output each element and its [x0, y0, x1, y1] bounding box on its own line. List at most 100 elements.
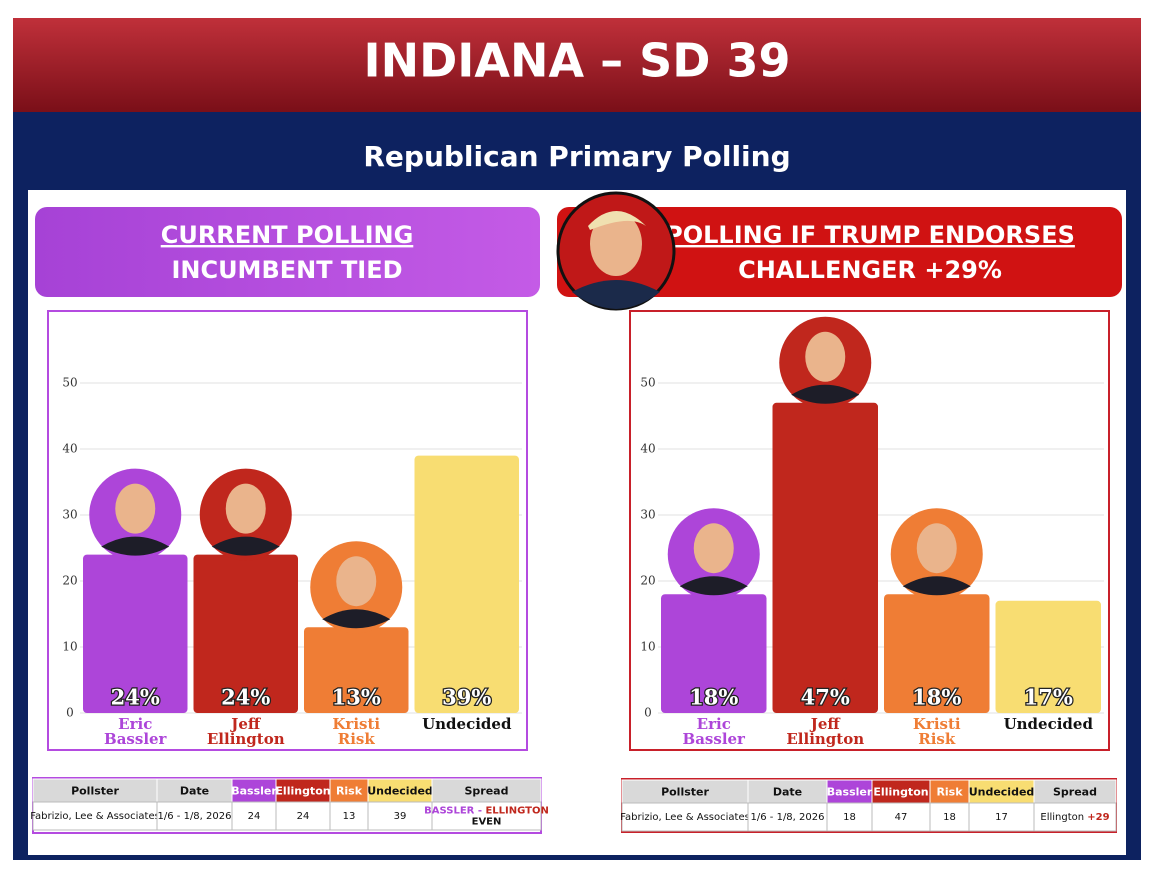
cell	[329, 801, 369, 831]
cell-text: 39	[394, 811, 407, 822]
portrait	[199, 468, 292, 561]
y-tick-label: 20	[640, 574, 655, 588]
panel-subtitle: CHALLENGER +29%	[738, 256, 1002, 284]
bar	[304, 627, 409, 713]
column-header: Date	[773, 786, 802, 799]
cell	[929, 802, 970, 832]
bar	[772, 402, 878, 713]
value-label: 13%	[332, 685, 381, 710]
x-tick-label: Kristi Risk	[332, 715, 381, 748]
column-header: Undecided	[969, 786, 1035, 799]
portrait-suit	[902, 576, 971, 596]
column-header: Pollster	[661, 786, 709, 799]
cell-text: 47	[895, 812, 908, 823]
column-header: Ellington	[873, 786, 928, 799]
portrait-face	[693, 523, 734, 574]
value-label: 17%	[1024, 685, 1073, 710]
x-tick-label: Undecided	[1003, 715, 1093, 733]
panel-heading	[35, 207, 540, 297]
portrait-face	[805, 331, 846, 382]
bar	[884, 594, 990, 713]
panel-title: CURRENT POLLING	[161, 221, 414, 249]
y-tick-label: 0	[644, 706, 652, 720]
y-tick-label: 20	[62, 574, 77, 588]
cell	[968, 802, 1035, 832]
cell-text: 13	[343, 811, 356, 822]
panel-title: POLLING IF TRUMP ENDORSES	[665, 221, 1075, 249]
column-header: Bassler	[231, 785, 277, 798]
portrait	[310, 541, 403, 634]
portrait-face	[225, 483, 266, 534]
cell-text: 18	[843, 812, 856, 823]
column-header: Bassler	[827, 786, 873, 799]
cell	[747, 802, 828, 832]
chart-frame	[47, 310, 528, 751]
portrait-face	[916, 523, 957, 574]
cell	[32, 801, 158, 831]
column-header: Date	[180, 785, 209, 798]
cell-text: Fabrizio, Lee & Associates	[30, 811, 160, 822]
spread: Ellington +29	[1040, 812, 1109, 823]
y-tick-label: 30	[62, 508, 77, 522]
cell-text: Fabrizio, Lee & Associates	[620, 812, 750, 823]
page-subtitle: Republican Primary Polling	[363, 140, 790, 173]
column-header: Risk	[336, 785, 363, 798]
column-header: Spread	[1053, 786, 1097, 799]
cell	[621, 802, 749, 832]
x-tick-label: Eric Bassler	[682, 715, 745, 748]
cell	[231, 801, 277, 831]
portrait-suit	[101, 536, 170, 556]
portrait-face	[115, 483, 156, 534]
value-label: 39%	[442, 685, 491, 710]
portrait	[779, 316, 872, 409]
bar	[83, 554, 188, 713]
spread-part: ELLINGTON	[485, 806, 548, 817]
cell-text: 18	[943, 812, 956, 823]
y-tick-label: 40	[62, 442, 77, 456]
portrait	[667, 508, 760, 601]
spread: EVEN	[472, 817, 502, 828]
cell	[1033, 802, 1117, 832]
portrait	[556, 191, 676, 311]
cell	[826, 802, 873, 832]
cell	[367, 801, 433, 831]
x-tick-label: Jeff Ellington	[786, 715, 865, 748]
y-tick-label: 0	[66, 706, 74, 720]
cell-text: 1/6 - 1/8, 2026	[751, 812, 825, 823]
bar	[661, 594, 767, 713]
portrait-suit	[791, 384, 860, 404]
y-tick-label: 40	[640, 442, 655, 456]
cell-text: 24	[297, 811, 310, 822]
panel-heading	[557, 207, 1122, 297]
cell	[275, 801, 331, 831]
value-label: 24%	[111, 685, 160, 710]
value-label: 18%	[912, 685, 961, 710]
spread-part: EVEN	[472, 817, 502, 828]
y-tick-label: 10	[640, 640, 655, 654]
portrait-face	[336, 556, 377, 607]
portrait-suit	[322, 609, 391, 629]
x-tick-label: Eric Bassler	[104, 715, 167, 748]
cell-text: 17	[995, 812, 1008, 823]
cell	[871, 802, 931, 832]
header-band	[13, 18, 1141, 112]
cell	[156, 801, 233, 831]
x-tick-label: Jeff Ellington	[206, 715, 285, 748]
y-tick-label: 10	[62, 640, 77, 654]
cell	[431, 801, 542, 831]
bar	[193, 554, 298, 713]
bar	[414, 455, 519, 713]
column-header: Ellington	[275, 785, 330, 798]
value-label: 24%	[221, 685, 270, 710]
column-header: Spread	[465, 785, 509, 798]
spread-part: BASSLER -	[424, 806, 485, 817]
column-header: Risk	[936, 786, 963, 799]
spread-part: +29	[1087, 812, 1109, 823]
column-header: Undecided	[367, 785, 433, 798]
cell-text: 1/6 - 1/8, 2026	[158, 811, 232, 822]
panel-subtitle: INCUMBENT TIED	[171, 256, 402, 284]
column-header: Pollster	[71, 785, 119, 798]
y-tick-label: 50	[640, 376, 655, 390]
